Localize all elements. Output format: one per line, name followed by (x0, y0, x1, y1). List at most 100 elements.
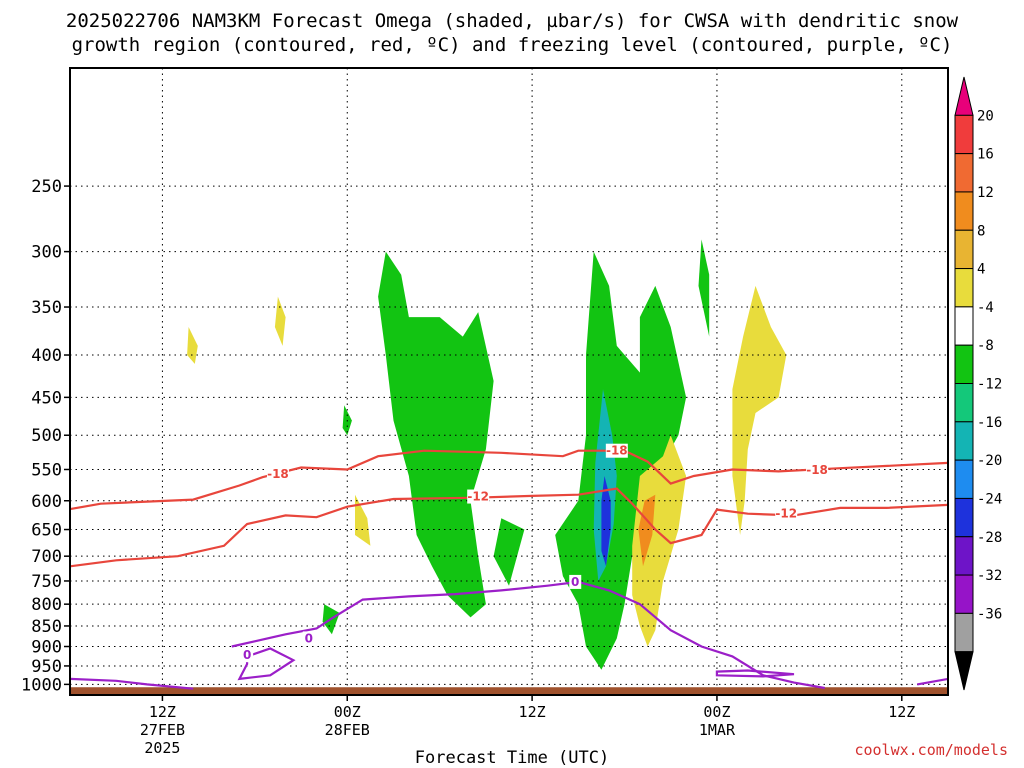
colorbar-label: -24 (977, 491, 1002, 507)
ascent-small-4 (698, 239, 710, 337)
dgz-label-bg (775, 506, 798, 521)
dgz-label-bg (467, 489, 490, 504)
freezing-label-bg (569, 574, 582, 589)
freezing-level-surface-right (715, 669, 795, 678)
colorbar-label: -20 (977, 453, 1002, 469)
colorbar-label: -12 (977, 377, 1002, 393)
dgz-contour-minus18 (70, 449, 948, 511)
freezing-contour-label: 0 (305, 631, 313, 645)
plot-inner: -18 -18 -18 -12 -12 0 0 0 (70, 68, 948, 695)
colorbar-label: -8 (977, 338, 994, 354)
descent-small-2 (274, 296, 286, 346)
site-credit: coolwx.com/models (854, 741, 1008, 759)
colorbar-swatch (954, 536, 974, 576)
dgz-label-bg (605, 443, 628, 458)
dgz-contour-label: -12 (467, 490, 489, 504)
descent-small-3 (355, 494, 371, 546)
colorbar-label: -28 (977, 530, 1002, 546)
freezing-level-surface-far (917, 677, 948, 686)
dgz-label-bg (806, 463, 829, 478)
x-tick-date: 27FEB (140, 721, 185, 739)
colorbar-label: -36 (977, 606, 1002, 622)
plot-area: -18 -18 -18 -12 -12 0 0 0 250 300 350 400 450 500 550 6… (21, 67, 949, 757)
colorbar-swatch (954, 459, 974, 499)
colorbar-swatch (954, 306, 974, 346)
y-tick-label: 850 (31, 617, 62, 637)
x-tick-time: 12Z (519, 703, 546, 721)
y-tick-label: 700 (31, 547, 62, 567)
y-tick-label: 450 (31, 388, 62, 408)
dgz-contour-label: -18 (806, 463, 828, 477)
y-tick-label: 300 (31, 243, 62, 263)
ascent-small-1 (493, 518, 525, 586)
colorbar-swatch (954, 153, 974, 193)
y-tick-label: 400 (31, 346, 62, 366)
freezing-level-lobe (237, 647, 296, 681)
colorbar-label: -4 (977, 300, 994, 316)
chart-title-line-2: growth region (contoured, red, ºC) and f… (72, 34, 953, 56)
colorbar-label: 4 (977, 262, 985, 278)
descent-tall (732, 285, 787, 535)
freezing-contour-label: 0 (243, 648, 251, 662)
freezing-contour-label: 0 (571, 575, 579, 589)
x-tick-date: 1MAR (699, 721, 736, 739)
colorbar-arrow-top (954, 76, 974, 116)
y-tick-label: 900 (31, 638, 62, 658)
colorbar-arrow-bottom (954, 651, 974, 691)
dgz-contour-label: -18 (267, 467, 289, 481)
colorbar-swatch (954, 268, 974, 308)
freezing-level-contour (231, 580, 825, 690)
y-tick-label: 500 (31, 426, 62, 446)
colorbar-swatch (954, 612, 974, 653)
y-tick-label: 1000 (21, 675, 62, 695)
colorbar-label: 20 (977, 108, 994, 124)
colorbar-swatch (954, 229, 974, 270)
x-tick-date: 28FEB (325, 721, 370, 739)
colorbar-swatch (954, 114, 974, 155)
colorbar: 20 16 12 8 4 -4 -8 -12 -16 -20 -24 -28 -32 -36 (954, 76, 1002, 691)
terrain (70, 687, 948, 695)
freezing-label-bg (302, 631, 315, 646)
dgz-contour-minus12 (70, 487, 948, 568)
freezing-label-bg (241, 648, 254, 663)
y-tick-label: 550 (31, 460, 62, 480)
y-tick-label: 650 (31, 521, 62, 541)
x-tick-time: 12Z (149, 703, 176, 721)
colorbar-label: -32 (977, 568, 1002, 584)
x-tick-time: 12Z (888, 703, 915, 721)
y-tick-label: 250 (31, 177, 62, 197)
colorbar-label: 8 (977, 223, 985, 239)
colorbar-swatch (954, 421, 974, 461)
colorbar-label: 12 (977, 185, 994, 201)
colorbar-swatch (954, 344, 974, 384)
descent-right-core (638, 494, 656, 567)
plot-background (70, 68, 948, 695)
y-tick-label: 350 (31, 298, 62, 318)
freezing-level-surface-left (70, 677, 194, 690)
y-tick-label: 750 (31, 572, 62, 592)
ascent-column-1 (378, 251, 494, 618)
x-tick-time: 00Z (334, 703, 361, 721)
ascent-core-blue (601, 476, 611, 567)
colorbar-label: 16 (977, 147, 994, 163)
colorbar-swatch (954, 497, 974, 538)
descent-small-1 (187, 327, 198, 364)
plot-frame (69, 67, 949, 696)
y-tick-label: 950 (31, 657, 62, 677)
dgz-contour-label: -18 (606, 444, 628, 458)
x-tick-year: 2025 (144, 739, 180, 757)
chart-title-line-1: 2025022706 NAM3KM Forecast Omega (shaded… (66, 10, 959, 32)
colorbar-swatch (954, 191, 974, 231)
x-axis-label: Forecast Time (UTC) (415, 748, 609, 768)
colorbar-label: -16 (977, 415, 1002, 431)
dgz-contour-label: -12 (775, 507, 797, 521)
x-tick-time: 00Z (703, 703, 730, 721)
dgz-label-bg (266, 467, 289, 482)
colorbar-swatch (954, 383, 974, 423)
colorbar-swatch (954, 574, 974, 614)
y-tick-label: 800 (31, 595, 62, 615)
y-tick-label: 600 (31, 492, 62, 512)
descent-right (632, 435, 687, 647)
ascent-column-2 (555, 251, 687, 670)
